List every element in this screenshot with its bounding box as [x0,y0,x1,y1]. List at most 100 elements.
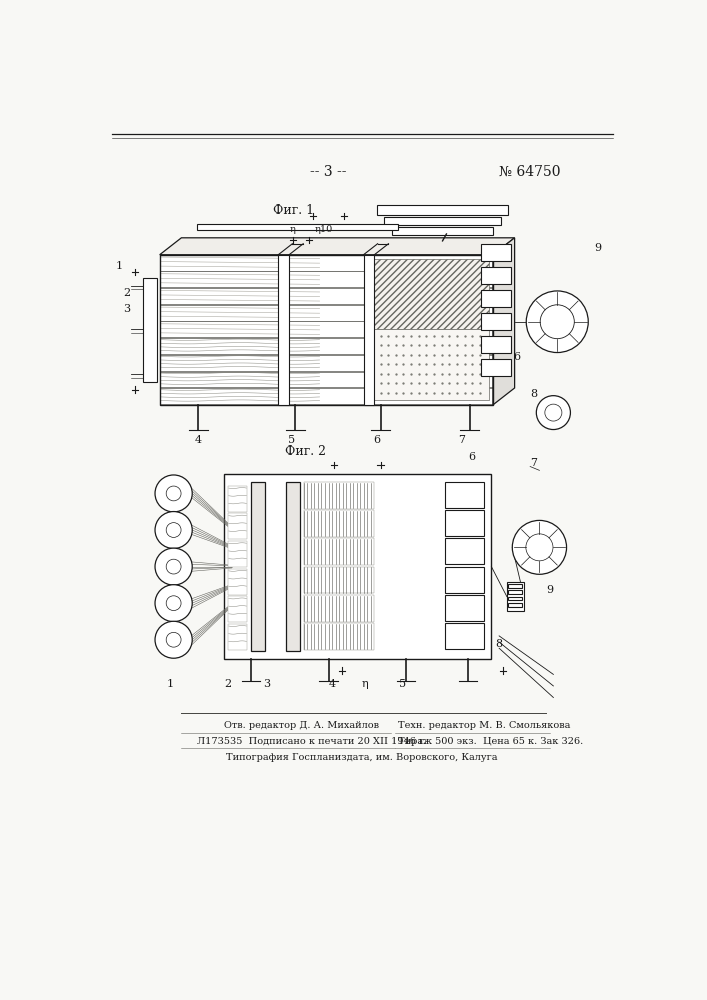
Bar [304,538,374,565]
Text: 4: 4 [329,679,336,689]
Bar [374,329,489,400]
Bar [385,217,501,225]
Bar [228,569,247,595]
Text: 8: 8 [496,639,503,649]
Circle shape [513,520,566,574]
Circle shape [155,621,192,658]
Text: 1: 1 [116,261,123,271]
Bar [160,372,493,387]
Circle shape [526,534,553,561]
Text: η: η [290,225,296,234]
Circle shape [537,396,571,430]
Bar [160,321,493,337]
Bar [445,538,484,564]
Text: 5: 5 [288,435,295,445]
Text: 6: 6 [469,452,476,462]
Bar [374,259,489,329]
Bar [160,255,493,405]
Bar [224,474,491,659]
Bar [445,510,484,536]
Circle shape [155,512,192,549]
Bar [160,355,493,371]
Text: 5: 5 [399,679,406,689]
Bar [228,541,247,567]
Bar [445,482,484,508]
Bar [304,623,374,650]
Text: 7: 7 [530,458,537,468]
Text: № 64750: № 64750 [499,165,561,179]
Bar [377,205,508,215]
Circle shape [155,548,192,585]
Bar [251,482,265,651]
Text: 2: 2 [224,679,231,689]
Circle shape [526,291,588,353]
Bar [481,244,510,261]
Text: Типография Госпланиздата, им. Воровского, Калуга: Типография Госпланиздата, им. Воровского… [226,753,498,762]
Polygon shape [493,238,515,405]
Text: η10: η10 [315,225,333,234]
Bar [143,278,156,382]
Circle shape [155,585,192,622]
Bar [160,388,493,404]
Bar [481,267,510,284]
Bar [481,336,510,353]
Bar [507,582,524,611]
Text: 6: 6 [513,352,520,362]
Text: Отв. редактор Д. А. Михайлов: Отв. редактор Д. А. Михайлов [224,721,379,730]
Text: 6: 6 [373,435,380,445]
Text: 3: 3 [124,304,131,314]
Text: 2: 2 [124,288,131,298]
Text: Техн. редактор М. В. Смольякова: Техн. редактор М. В. Смольякова [398,721,571,730]
Bar [160,305,493,321]
Circle shape [155,475,192,512]
Text: Фиг. 2: Фиг. 2 [285,445,326,458]
Text: 3: 3 [263,679,270,689]
Bar [445,595,484,621]
Bar [508,603,522,607]
Bar [228,596,247,622]
Circle shape [166,596,181,611]
Bar [304,482,374,509]
Bar [228,486,247,512]
Polygon shape [160,238,515,255]
Text: Тираж 500 экз.  Цена 65 к. Зак 326.: Тираж 500 экз. Цена 65 к. Зак 326. [398,737,583,746]
Bar [160,255,493,271]
Text: -- 3 --: -- 3 -- [310,165,347,179]
Text: Л173535  Подписано к печати 20 XII 1946 г.: Л173535 Подписано к печати 20 XII 1946 г… [197,737,427,746]
Bar [508,590,522,594]
Bar [160,271,493,287]
Bar [160,288,493,304]
Text: 7: 7 [458,435,465,445]
Bar [508,597,522,600]
Bar [363,255,374,405]
Text: 1: 1 [166,679,173,689]
Circle shape [166,559,181,574]
Bar [304,595,374,622]
Bar [481,359,510,376]
Bar [304,510,374,537]
Circle shape [545,404,562,421]
Text: η: η [362,679,368,689]
Bar [445,567,484,593]
Circle shape [166,523,181,537]
Bar [508,584,522,588]
Circle shape [166,486,181,501]
Text: 9: 9 [595,243,602,253]
Bar [228,513,247,539]
Text: 4: 4 [195,435,202,445]
Bar [279,255,289,405]
Text: 9: 9 [546,585,553,595]
Bar [445,623,484,649]
Bar [160,338,493,354]
Bar [392,227,493,235]
Bar [197,224,398,230]
Circle shape [540,305,574,339]
Text: 8: 8 [530,389,537,399]
Bar [481,313,510,330]
Bar [228,624,247,650]
Bar [304,567,374,593]
Bar [286,482,300,651]
Text: Фиг. 1: Фиг. 1 [273,204,315,217]
Circle shape [166,632,181,647]
Bar [481,290,510,307]
